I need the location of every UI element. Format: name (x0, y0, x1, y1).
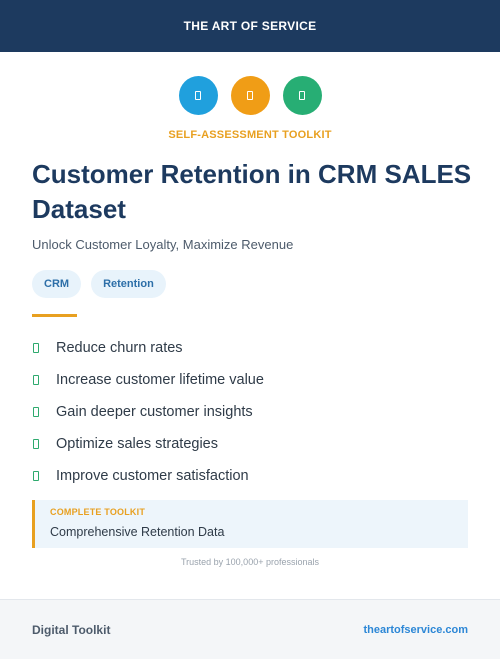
check-icon (33, 375, 39, 385)
document-icon (282, 76, 322, 115)
tag-crm: CRM (32, 270, 82, 298)
subtitle: Unlock Customer Loyalty, Maximize Revenu… (32, 237, 294, 252)
document-icon (178, 76, 218, 115)
page-title: Customer Retention in CRM SALES Dataset (32, 159, 472, 224)
toolkit-callout: COMPLETE TOOLKIT Comprehensive Retention… (32, 500, 468, 548)
callout-label: COMPLETE TOOLKIT (50, 507, 146, 517)
benefit-item: Optimize sales strategies (32, 428, 264, 460)
brand-name: THE ART OF SERVICE (183, 19, 317, 33)
document-icon (230, 76, 270, 115)
accent-divider (32, 314, 77, 317)
tag-retention: Retention (91, 270, 166, 298)
eyebrow-label: SELF-ASSESSMENT TOOLKIT (168, 129, 332, 141)
check-icon (33, 343, 39, 353)
benefit-text: Improve customer satisfaction (56, 468, 249, 484)
callout-text: Comprehensive Retention Data (50, 525, 225, 539)
benefit-item: Increase customer lifetime value (32, 364, 264, 396)
benefit-item: Reduce churn rates (32, 332, 264, 364)
check-icon (33, 407, 39, 417)
benefit-text: Optimize sales strategies (56, 436, 218, 452)
benefit-text: Gain deeper customer insights (56, 404, 253, 420)
footer-label: Digital Toolkit (32, 622, 111, 637)
trust-note: Trusted by 100,000+ professionals (180, 557, 319, 567)
check-icon (33, 439, 39, 449)
benefit-text: Reduce churn rates (56, 340, 183, 356)
benefit-item: Gain deeper customer insights (32, 396, 264, 428)
benefit-item: Improve customer satisfaction (32, 460, 264, 492)
header-bar: THE ART OF SERVICE (0, 0, 500, 52)
check-icon (33, 471, 39, 481)
website-link[interactable]: theartofservice.com (363, 623, 468, 636)
benefit-text: Increase customer lifetime value (56, 372, 264, 388)
footer-bar: Digital Toolkit theartofservice.com (0, 599, 500, 659)
icon-row (0, 76, 500, 115)
tag-list: CRM Retention (32, 270, 166, 298)
benefit-list: Reduce churn rates Increase customer lif… (32, 332, 264, 492)
